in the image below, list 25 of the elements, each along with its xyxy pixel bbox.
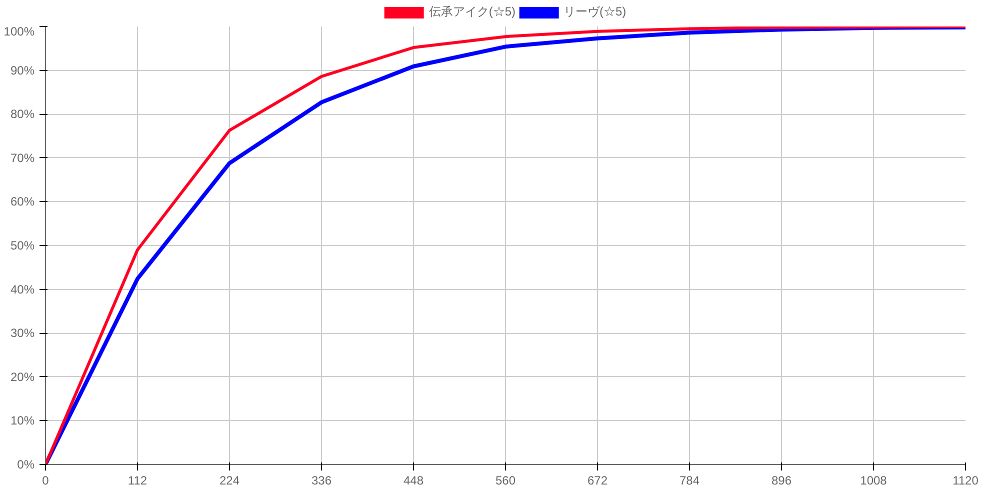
y-tick-label: 100% (4, 24, 35, 38)
x-tick-label: 336 (311, 474, 332, 488)
y-tick-label: 60% (10, 194, 35, 209)
x-tick-label: 112 (128, 474, 148, 488)
y-tick-label: 30% (10, 326, 35, 340)
legend-label: リーヴ(☆5) (564, 4, 626, 20)
y-tick-label: 20% (10, 370, 35, 384)
x-tick-label: 224 (219, 474, 240, 488)
y-tick-label: 0% (17, 458, 35, 472)
line-series (46, 26, 966, 464)
y-tick-label: 10% (10, 414, 35, 428)
x-tick-label: 1008 (860, 474, 888, 488)
y-tick-label: 40% (10, 282, 35, 296)
x-tick-label: 448 (403, 474, 424, 488)
x-tick-label: 560 (495, 474, 516, 488)
y-tick-label: 90% (10, 63, 35, 78)
x-tick-label: 896 (771, 474, 792, 488)
x-tick-label: 672 (587, 474, 608, 488)
y-tick-label: 70% (10, 150, 35, 165)
y-tick-label: 50% (10, 238, 35, 252)
x-tick-label: 1120 (952, 474, 979, 488)
legend-label: 伝承アイク(☆5) (428, 4, 516, 20)
x-tick-label: 0 (42, 474, 50, 488)
x-tick-label: 784 (679, 474, 700, 488)
y-tick-label: 80% (10, 107, 35, 122)
